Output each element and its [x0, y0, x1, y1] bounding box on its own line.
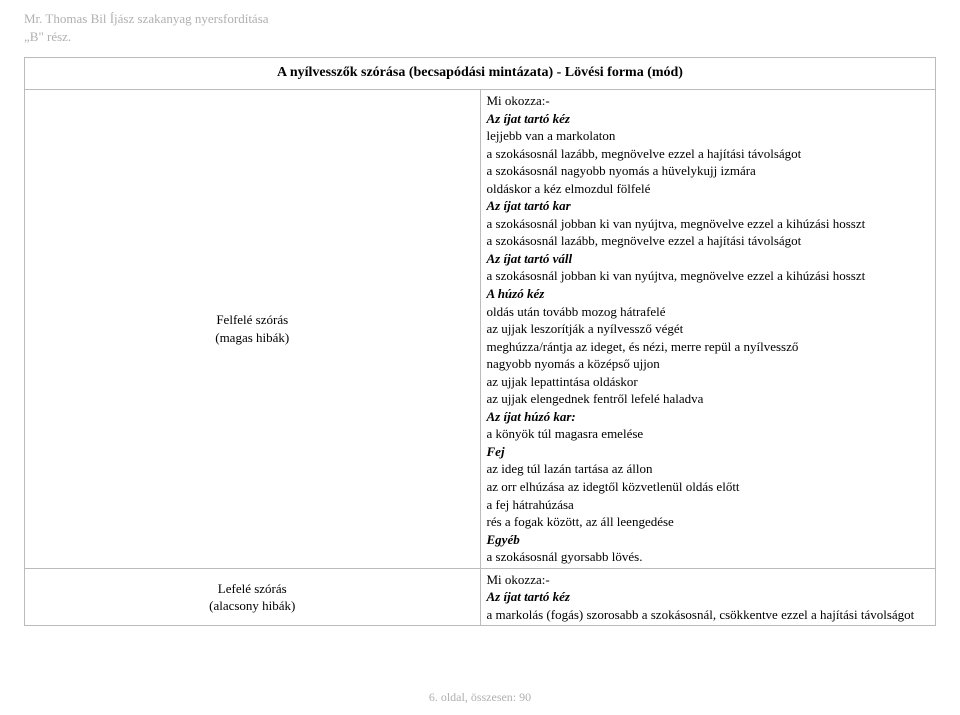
content-line: a markolás (fogás) szorosabb a szokásosn…: [487, 606, 930, 624]
row-label-line1: Felfelé szórás: [31, 311, 474, 329]
content-line: az ujjak elengednek fentről lefelé halad…: [487, 390, 930, 408]
content-line: a fej hátrahúzása: [487, 496, 930, 514]
content-line: Az íjat tartó váll: [487, 250, 930, 268]
content-line: a szokásosnál jobban ki van nyújtva, meg…: [487, 215, 930, 233]
row-content: Mi okozza:-Az íjat tartó kéza markolás (…: [480, 568, 936, 626]
row-label-line1: Lefelé szórás: [31, 580, 474, 598]
row-content: Mi okozza:-Az íjat tartó kézlejjebb van …: [480, 89, 936, 568]
table-title: A nyílvesszők szórása (becsapódási mintá…: [25, 58, 936, 90]
content-line: Az íjat tartó kéz: [487, 588, 930, 606]
content-line: a szokásosnál lazább, megnövelve ezzel a…: [487, 232, 930, 250]
page-footer: 6. oldal, összesen: 90: [0, 690, 960, 705]
row-label-line2: (magas hibák): [31, 329, 474, 347]
table-row: Lefelé szórás(alacsony hibák)Mi okozza:-…: [25, 568, 936, 626]
content-line: Az íjat tartó kar: [487, 197, 930, 215]
content-line: oldáskor a kéz elmozdul fölfelé: [487, 180, 930, 198]
table-row: Felfelé szórás(magas hibák)Mi okozza:-Az…: [25, 89, 936, 568]
content-line: a szokásosnál lazább, megnövelve ezzel a…: [487, 145, 930, 163]
content-line: A húzó kéz: [487, 285, 930, 303]
page-header-line2: „B" rész.: [24, 28, 936, 46]
content-line: Az íjat tartó kéz: [487, 110, 930, 128]
content-line: a könyök túl magasra emelése: [487, 425, 930, 443]
row-label: Felfelé szórás(magas hibák): [25, 89, 481, 568]
content-line: nagyobb nyomás a középső ujjon: [487, 355, 930, 373]
content-line: lejjebb van a markolaton: [487, 127, 930, 145]
content-line: meghúzza/rántja az ideget, és nézi, merr…: [487, 338, 930, 356]
content-line: Mi okozza:-: [487, 571, 930, 589]
content-line: rés a fogak között, az áll leengedése: [487, 513, 930, 531]
content-line: az ujjak leszorítják a nyílvessző végét: [487, 320, 930, 338]
content-line: a szokásosnál nagyobb nyomás a hüvelykuj…: [487, 162, 930, 180]
content-line: az ideg túl lazán tartása az állon: [487, 460, 930, 478]
row-label-line2: (alacsony hibák): [31, 597, 474, 615]
content-line: az ujjak lepattintása oldáskor: [487, 373, 930, 391]
content-table: A nyílvesszők szórása (becsapódási mintá…: [24, 57, 936, 626]
page-header-line1: Mr. Thomas Bil Íjász szakanyag nyersford…: [24, 10, 936, 28]
content-line: a szokásosnál jobban ki van nyújtva, meg…: [487, 267, 930, 285]
content-line: Az íjat húzó kar:: [487, 408, 930, 426]
row-label: Lefelé szórás(alacsony hibák): [25, 568, 481, 626]
content-line: Fej: [487, 443, 930, 461]
content-line: a szokásosnál gyorsabb lövés.: [487, 548, 930, 566]
content-line: az orr elhúzása az idegtől közvetlenül o…: [487, 478, 930, 496]
content-line: Egyéb: [487, 531, 930, 549]
content-line: oldás után tovább mozog hátrafelé: [487, 303, 930, 321]
content-line: Mi okozza:-: [487, 92, 930, 110]
